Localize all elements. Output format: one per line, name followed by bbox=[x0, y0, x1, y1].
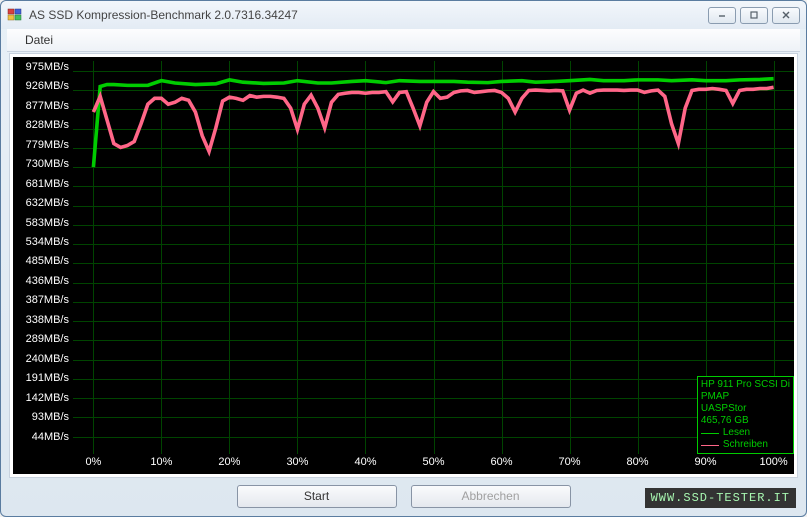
benchmark-chart: 44MB/s 93MB/s 142MB/s 191MB/s 240MB/s 289MB/s… bbox=[13, 57, 794, 474]
legend-read-row: Lesen bbox=[701, 427, 790, 439]
y-tick-label: 93MB/s bbox=[32, 411, 69, 423]
minimize-button[interactable] bbox=[708, 7, 736, 24]
x-tick-label: 20% bbox=[218, 456, 240, 468]
watermark: WWW.SSD-TESTER.IT bbox=[645, 488, 796, 508]
y-tick-label: 534MB/s bbox=[26, 236, 69, 248]
y-tick-label: 436MB/s bbox=[26, 275, 69, 287]
x-axis: 0% 10% 20% 30% 40% 50% 60% 70% 80% 90% 100% bbox=[73, 454, 794, 474]
y-tick-label: 926MB/s bbox=[26, 80, 69, 92]
x-tick-label: 80% bbox=[627, 456, 649, 468]
x-tick-label: 60% bbox=[491, 456, 513, 468]
legend-write-row: Schreiben bbox=[701, 439, 790, 451]
maximize-button[interactable] bbox=[740, 7, 768, 24]
y-tick-label: 877MB/s bbox=[26, 100, 69, 112]
titlebar[interactable]: AS SSD Kompression-Benchmark 2.0.7316.34… bbox=[1, 1, 806, 29]
y-tick-label: 632MB/s bbox=[26, 197, 69, 209]
cancel-button: Abbrechen bbox=[411, 485, 571, 508]
y-tick-label: 191MB/s bbox=[26, 372, 69, 384]
menu-file[interactable]: Datei bbox=[17, 30, 61, 50]
y-tick-label: 583MB/s bbox=[26, 217, 69, 229]
y-tick-label: 975MB/s bbox=[26, 61, 69, 73]
legend-device: HP 911 Pro SCSI Di bbox=[701, 379, 790, 391]
y-tick-label: 240MB/s bbox=[26, 353, 69, 365]
y-tick-label: 730MB/s bbox=[26, 158, 69, 170]
y-tick-label: 828MB/s bbox=[26, 119, 69, 131]
y-tick-label: 779MB/s bbox=[26, 139, 69, 151]
legend-capacity: 465,76 GB bbox=[701, 415, 790, 427]
legend-read-swatch bbox=[701, 433, 719, 434]
y-axis: 44MB/s 93MB/s 142MB/s 191MB/s 240MB/s 289MB/s… bbox=[13, 57, 73, 454]
y-tick-label: 681MB/s bbox=[26, 178, 69, 190]
x-tick-label: 100% bbox=[760, 456, 788, 468]
x-tick-label: 40% bbox=[354, 456, 376, 468]
window-buttons bbox=[708, 7, 800, 24]
y-tick-label: 387MB/s bbox=[26, 294, 69, 306]
y-tick-label: 338MB/s bbox=[26, 314, 69, 326]
menubar: Datei bbox=[7, 29, 800, 52]
chart-legend: HP 911 Pro SCSI Di PMAP UASPStor 465,76 … bbox=[697, 376, 794, 454]
legend-write-label: Schreiben bbox=[723, 439, 768, 451]
plot-area: HP 911 Pro SCSI Di PMAP UASPStor 465,76 … bbox=[73, 61, 794, 454]
start-button[interactable]: Start bbox=[237, 485, 397, 508]
legend-write-swatch bbox=[701, 445, 719, 446]
x-tick-label: 30% bbox=[286, 456, 308, 468]
x-tick-label: 90% bbox=[695, 456, 717, 468]
y-tick-label: 485MB/s bbox=[26, 255, 69, 267]
x-tick-label: 10% bbox=[150, 456, 172, 468]
chart-container: 44MB/s 93MB/s 142MB/s 191MB/s 240MB/s 289MB/s… bbox=[9, 53, 798, 478]
x-tick-label: 50% bbox=[422, 456, 444, 468]
app-icon bbox=[7, 7, 23, 23]
y-tick-label: 142MB/s bbox=[26, 392, 69, 404]
x-tick-label: 0% bbox=[85, 456, 101, 468]
y-tick-label: 44MB/s bbox=[32, 431, 69, 443]
app-window: AS SSD Kompression-Benchmark 2.0.7316.34… bbox=[0, 0, 807, 517]
legend-driver: UASPStor bbox=[701, 403, 790, 415]
legend-device2: PMAP bbox=[701, 391, 790, 403]
close-button[interactable] bbox=[772, 7, 800, 24]
series-lines bbox=[73, 61, 794, 454]
y-tick-label: 289MB/s bbox=[26, 333, 69, 345]
window-title: AS SSD Kompression-Benchmark 2.0.7316.34… bbox=[29, 8, 708, 22]
x-tick-label: 70% bbox=[559, 456, 581, 468]
legend-read-label: Lesen bbox=[723, 427, 750, 439]
